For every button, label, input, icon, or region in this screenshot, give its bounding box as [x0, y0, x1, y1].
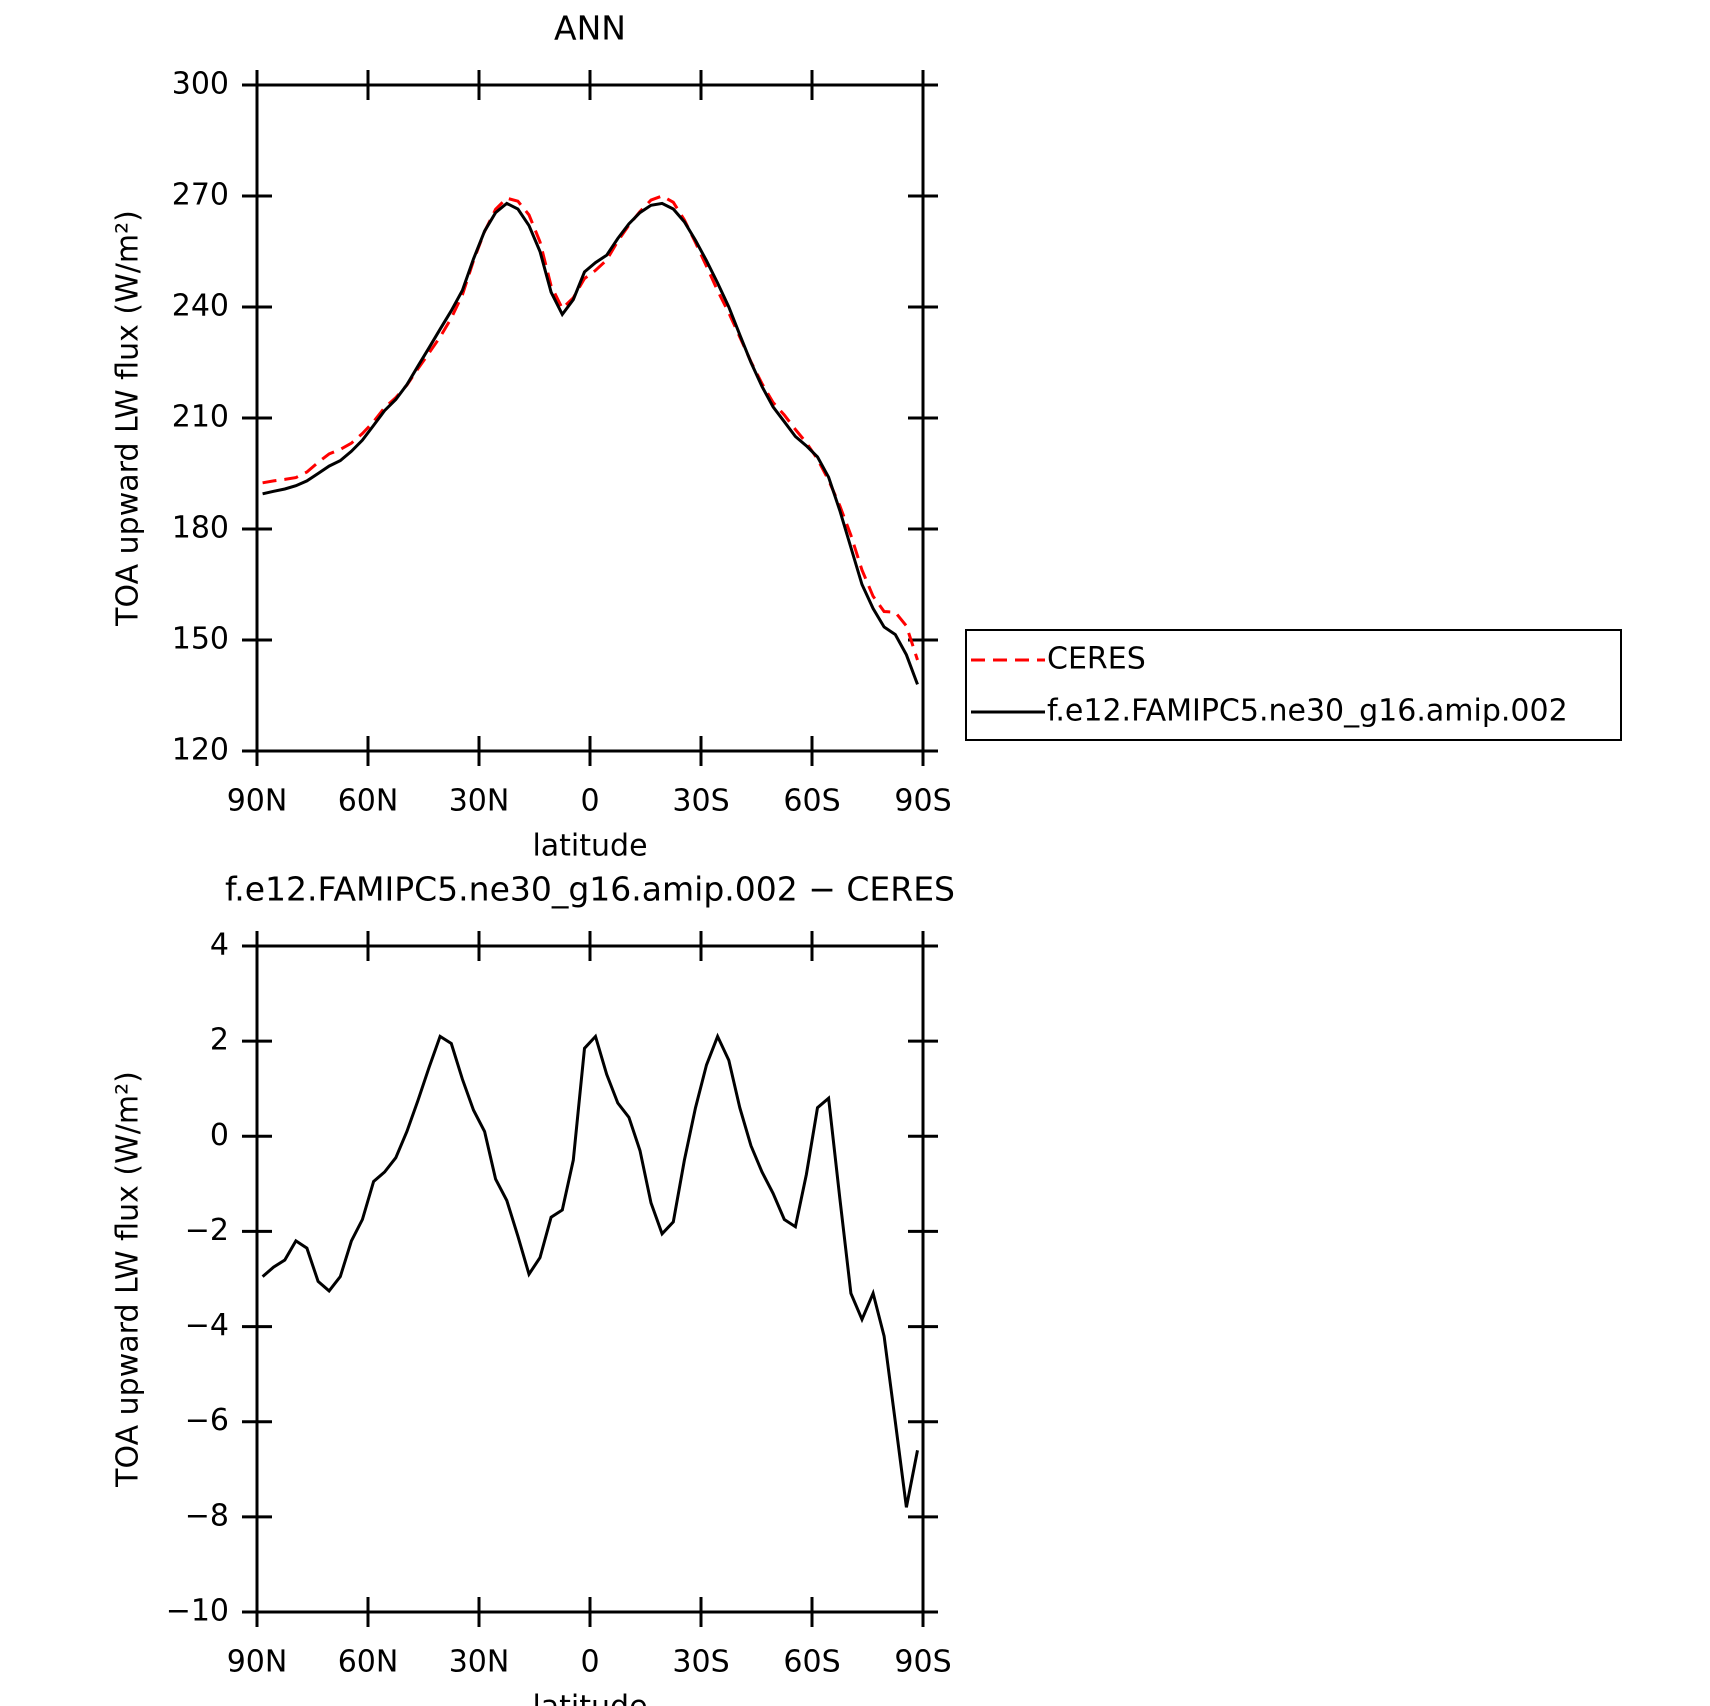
- y-tick-label: −2: [185, 1213, 229, 1248]
- y-axis-label: TOA upward LW flux (W/m²): [111, 1071, 146, 1488]
- x-tick-label: 90S: [894, 1645, 951, 1680]
- y-tick-label: 240: [172, 289, 229, 324]
- y-tick-label: 300: [172, 67, 229, 102]
- y-tick-label: 180: [172, 511, 229, 546]
- x-tick-label: 30S: [672, 784, 729, 819]
- data-line: [262, 194, 919, 661]
- y-tick-label: 0: [210, 1118, 229, 1153]
- y-tick-label: 120: [172, 733, 229, 768]
- plot-frame: [255, 83, 925, 753]
- legend-label: CERES: [1047, 642, 1146, 677]
- y-tick-label: 150: [172, 622, 229, 657]
- y-tick-label: 270: [172, 178, 229, 213]
- legend-box: [965, 629, 1622, 741]
- plot-frame: [255, 944, 925, 1614]
- y-tick-label: −6: [185, 1403, 229, 1438]
- y-tick-label: −10: [166, 1594, 229, 1629]
- x-tick-label: 60S: [783, 784, 840, 819]
- x-tick-label: 0: [580, 1645, 599, 1680]
- x-tick-label: 60N: [338, 1645, 399, 1680]
- y-tick-label: −8: [185, 1498, 229, 1533]
- y-tick-label: −4: [185, 1308, 229, 1343]
- x-tick-label: 0: [580, 784, 599, 819]
- y-tick-label: 210: [172, 400, 229, 435]
- x-tick-label: 90N: [227, 1645, 288, 1680]
- y-tick-label: 2: [210, 1023, 229, 1058]
- data-line: [261, 1032, 919, 1508]
- x-tick-label: 90N: [227, 784, 288, 819]
- y-axis-label: TOA upward LW flux (W/m²): [111, 210, 146, 627]
- y-tick-label: 4: [210, 928, 229, 963]
- chart-title: f.e12.FAMIPC5.ne30_g16.amip.002 − CERES: [225, 870, 955, 909]
- x-tick-label: 60N: [338, 784, 399, 819]
- x-tick-label: 30S: [672, 1645, 729, 1680]
- x-axis-label: latitude: [532, 829, 647, 864]
- data-line: [262, 201, 919, 685]
- legend-label: f.e12.FAMIPC5.ne30_g16.amip.002: [1047, 694, 1568, 729]
- x-tick-label: 30N: [449, 1645, 510, 1680]
- x-tick-label: 30N: [449, 784, 510, 819]
- x-axis-label: latitude: [532, 1690, 647, 1706]
- chart-title: ANN: [554, 9, 626, 48]
- x-tick-label: 60S: [783, 1645, 840, 1680]
- x-tick-label: 90S: [894, 784, 951, 819]
